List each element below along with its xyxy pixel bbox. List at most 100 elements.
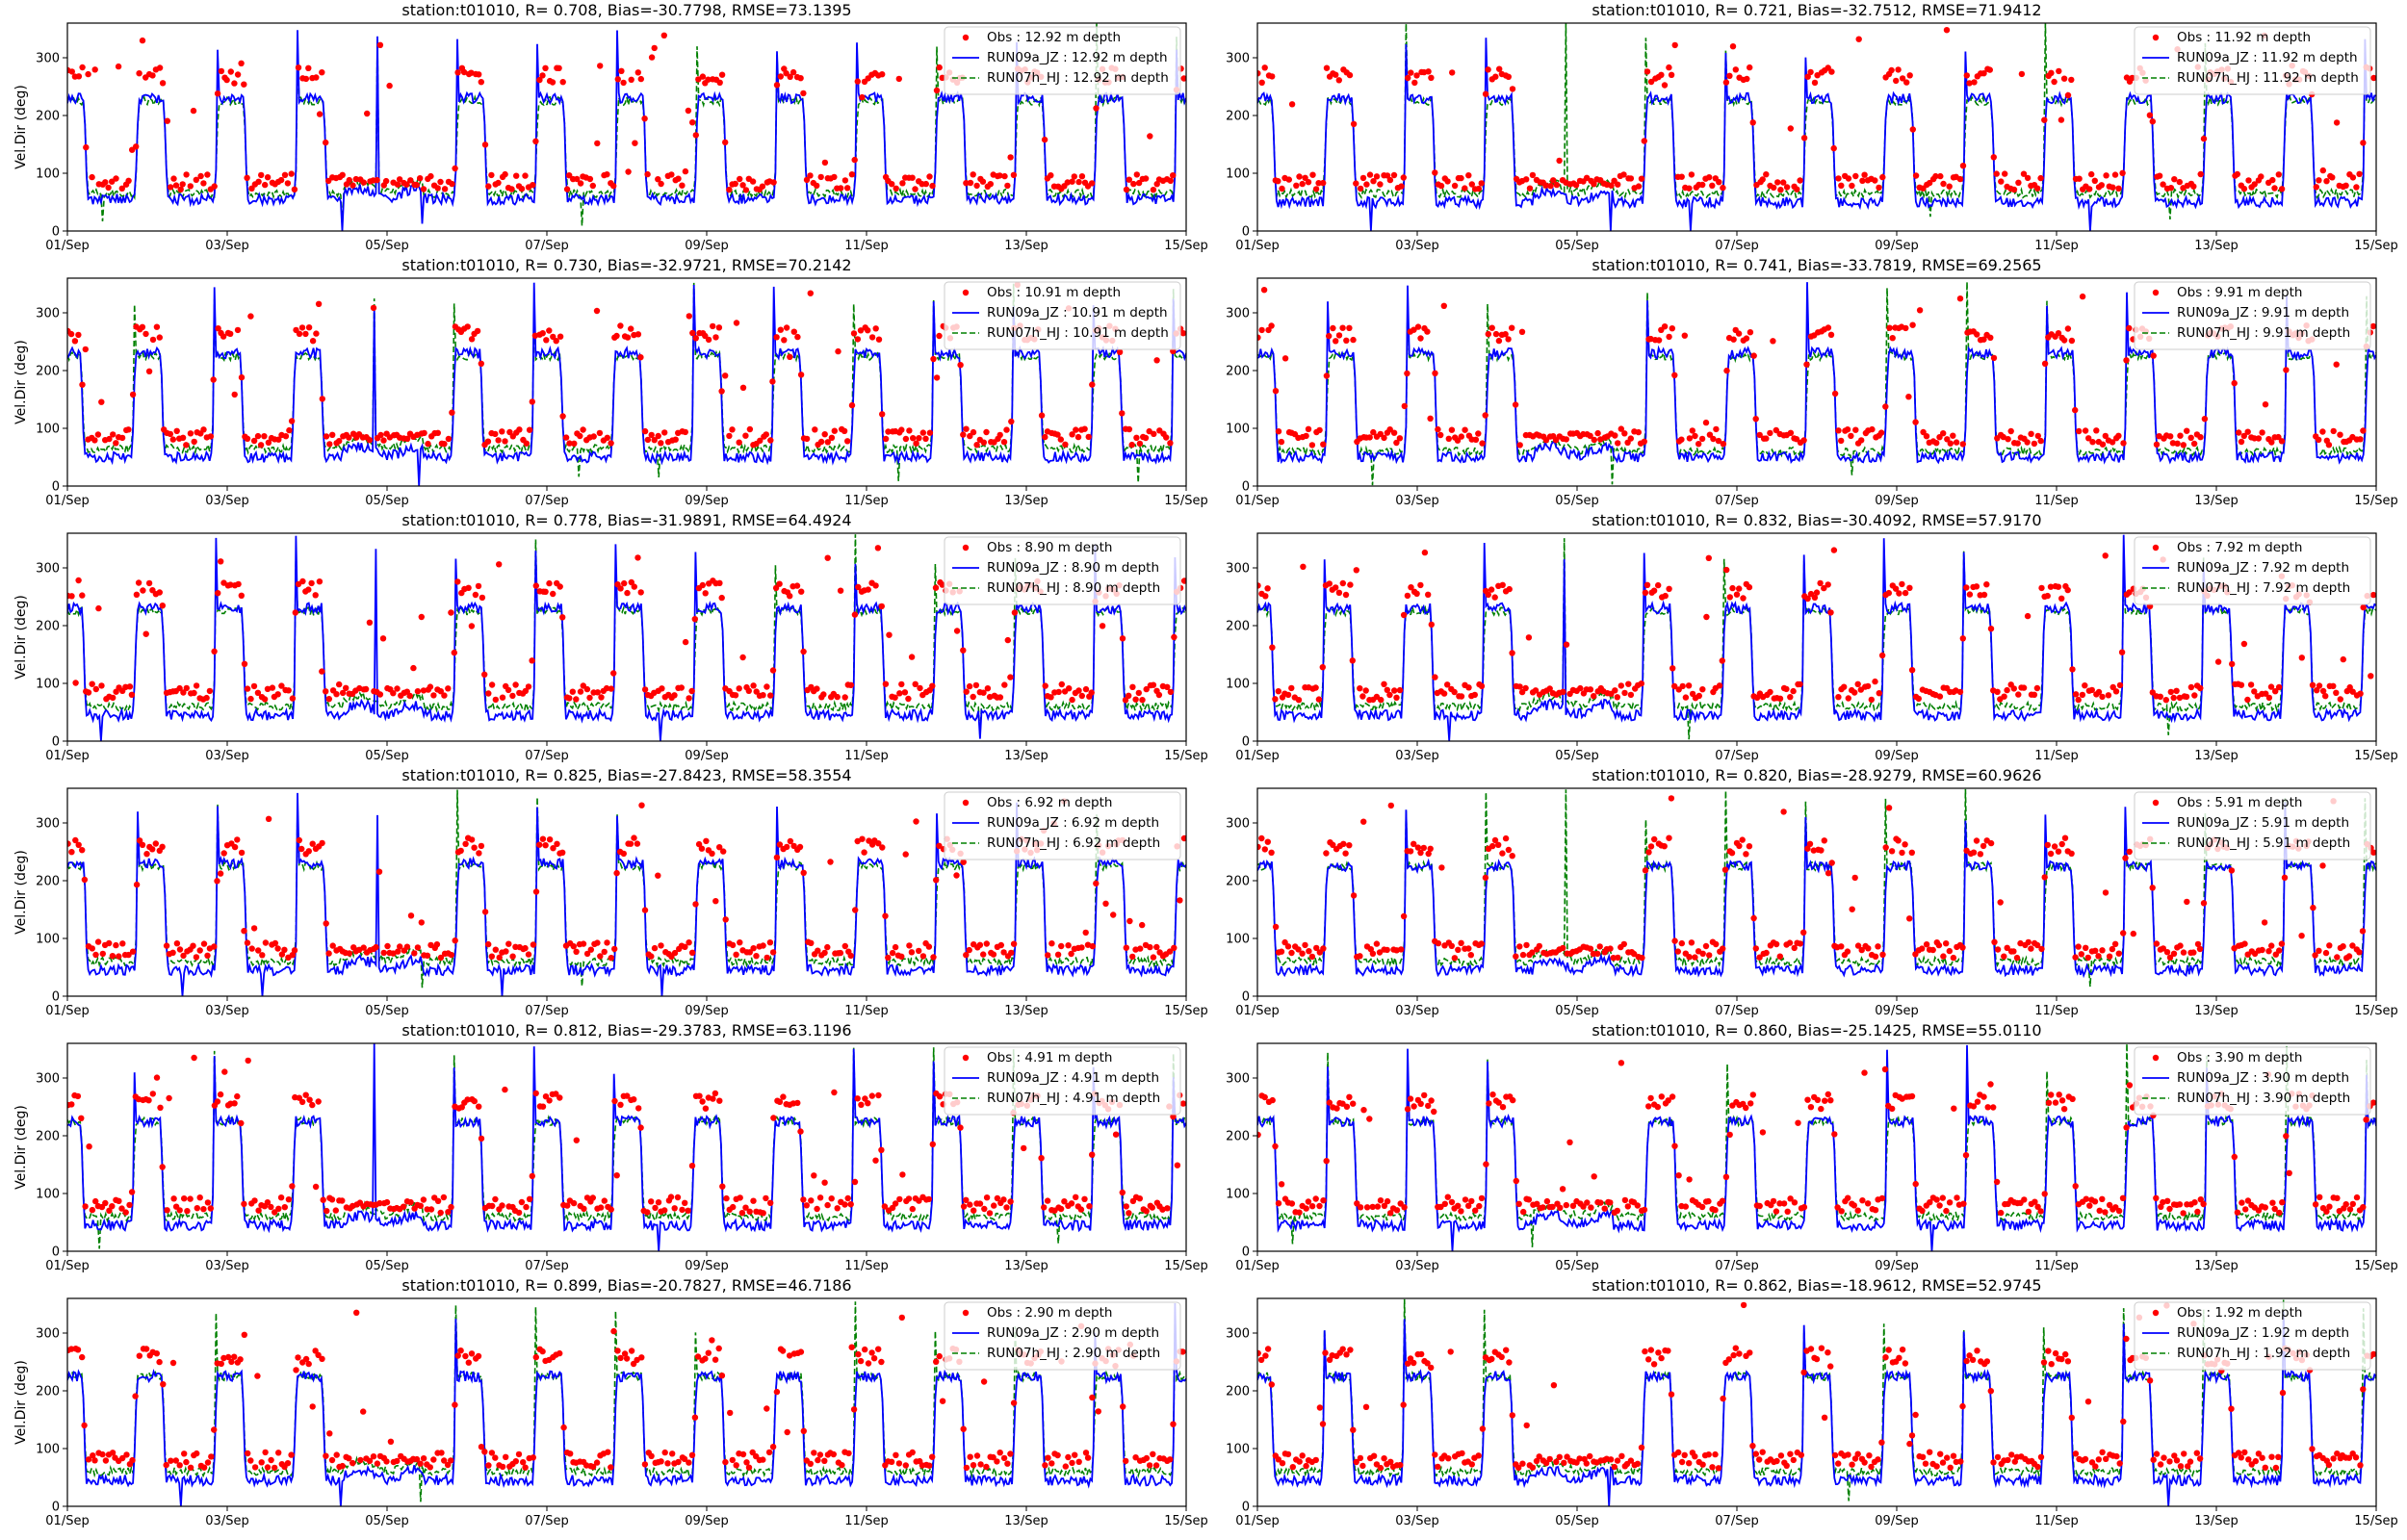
obs-point (2170, 950, 2178, 957)
obs-point (641, 686, 649, 693)
obs-point (2370, 591, 2376, 599)
obs-point (1641, 138, 1648, 144)
obs-point (1807, 1346, 1815, 1352)
series-run09a-line (67, 1302, 1186, 1506)
obs-point (1666, 834, 1672, 841)
obs-point (89, 680, 95, 687)
obs-point (844, 1194, 851, 1202)
obs-point (2169, 440, 2177, 447)
obs-point (1610, 955, 1617, 962)
obs-point (764, 1405, 770, 1412)
obs-point (742, 1204, 749, 1211)
legend-obs-marker (2152, 799, 2160, 807)
obs-point (2064, 1358, 2072, 1365)
series-run07h-line (1257, 538, 2376, 740)
obs-point (1465, 172, 1472, 179)
obs-point (1407, 848, 1414, 855)
obs-point (997, 941, 1005, 949)
obs-point (1279, 1460, 1286, 1467)
obs-point (2088, 686, 2095, 694)
obs-point (1702, 942, 1710, 950)
obs-point (2360, 603, 2367, 611)
obs-point (522, 1464, 529, 1471)
obs-point (394, 1457, 401, 1465)
obs-point (1323, 850, 1330, 857)
obs-point (1944, 436, 1951, 443)
obs-point (678, 684, 685, 691)
obs-point (2196, 1455, 2204, 1462)
axes-frame (1256, 532, 2377, 742)
obs-point (247, 1457, 254, 1464)
obs-point (328, 1456, 336, 1464)
obs-point (1462, 185, 1468, 192)
obs-point (1166, 948, 1174, 955)
axes-frame (66, 1042, 1187, 1252)
obs-point (395, 948, 401, 955)
obs-point (1437, 1203, 1444, 1211)
obs-point (2319, 862, 2326, 869)
obs-point (644, 1209, 651, 1216)
obs-point (172, 182, 180, 189)
obs-point (912, 186, 919, 192)
obs-point (1065, 1453, 1072, 1461)
obs-point (737, 175, 743, 183)
obs-point (1370, 1452, 1378, 1459)
obs-point (1315, 180, 1322, 187)
obs-point (139, 323, 146, 330)
obs-point (1729, 584, 1736, 592)
obs-point (94, 938, 102, 945)
obs-point (1069, 1459, 1075, 1467)
obs-point (420, 1196, 427, 1203)
obs-point (1763, 171, 1770, 178)
obs-point (1709, 182, 1716, 189)
obs-point (1333, 584, 1339, 591)
obs-point (979, 178, 987, 185)
obs-point (506, 428, 513, 436)
obs-point (1078, 692, 1086, 700)
obs-point (1147, 943, 1153, 951)
obs-point (1485, 330, 1492, 338)
obs-point (1722, 79, 1730, 86)
obs-point (1142, 175, 1150, 182)
obs-point (1695, 441, 1702, 448)
obs-point (760, 1456, 766, 1463)
obs-point (815, 947, 821, 954)
obs-point (2060, 1106, 2068, 1113)
obs-point (831, 1089, 838, 1096)
obs-point (1509, 86, 1516, 92)
obs-point (1950, 954, 1957, 962)
axes-frame (1256, 1297, 2377, 1507)
obs-point (1281, 355, 1289, 362)
obs-point (1726, 594, 1734, 601)
obs-point (1143, 685, 1150, 693)
obs-point (627, 840, 634, 847)
obs-point (156, 589, 163, 596)
obs-point (1179, 1100, 1186, 1107)
obs-point (1065, 942, 1072, 949)
series-run07h-line (1257, 281, 2376, 486)
obs-point (1278, 1181, 1285, 1188)
obs-point (1089, 1394, 1096, 1401)
obs-point (574, 175, 581, 183)
obs-point (1987, 1388, 1994, 1395)
obs-point (1174, 1162, 1181, 1168)
obs-point (559, 79, 566, 86)
obs-point (710, 322, 716, 330)
obs-point (543, 337, 550, 344)
obs-point (1299, 1452, 1306, 1459)
obs-point (966, 682, 973, 690)
obs-point (1411, 1359, 1417, 1367)
obs-point (641, 116, 648, 122)
obs-point (1139, 697, 1146, 704)
obs-point (1177, 897, 1183, 904)
obs-point (1881, 1065, 1889, 1073)
obs-point (125, 177, 132, 184)
obs-point (1902, 589, 1909, 597)
obs-point (1288, 949, 1295, 957)
obs-point (2048, 1361, 2055, 1368)
obs-point (2187, 1458, 2194, 1465)
obs-point (2082, 427, 2089, 434)
obs-point (214, 1098, 221, 1105)
obs-point (2116, 681, 2124, 689)
